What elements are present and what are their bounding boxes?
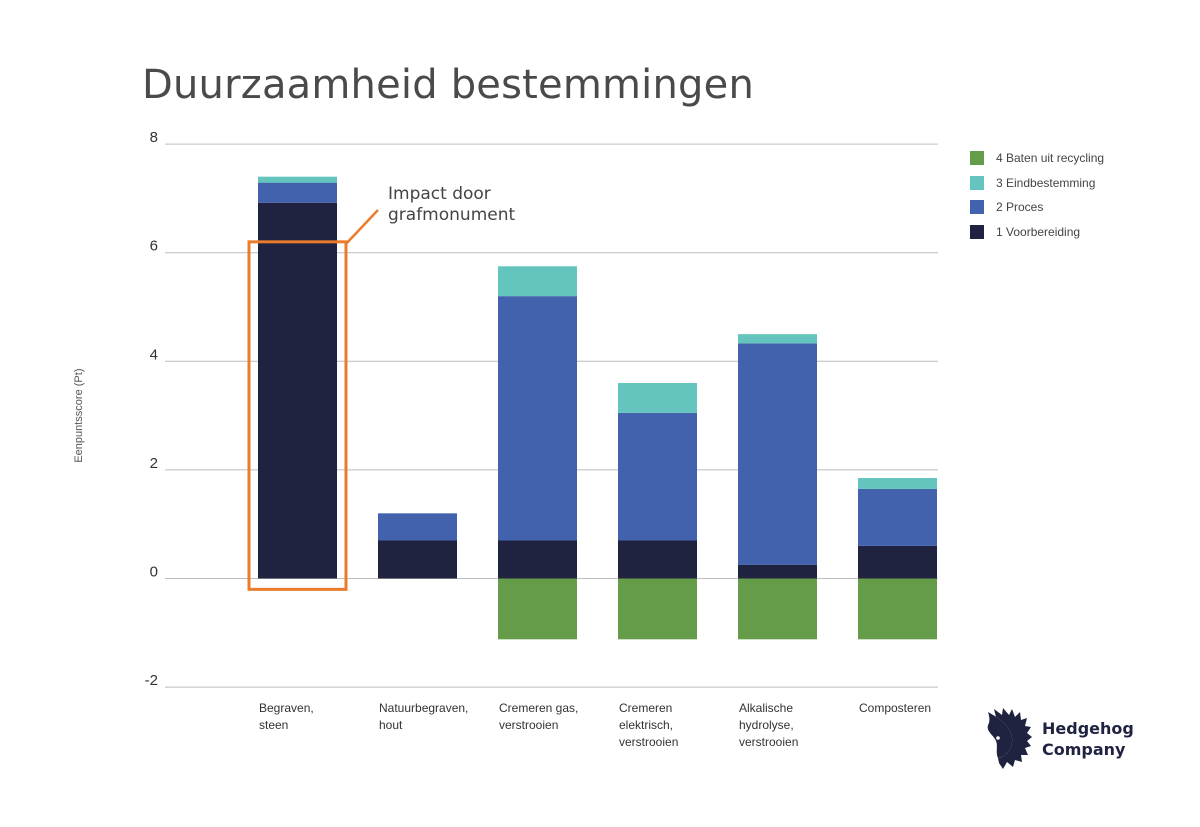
bar-segment: [738, 578, 817, 640]
x-tick-label-line: hout: [379, 718, 403, 732]
bar-segment: [498, 578, 577, 640]
annotation-text-line: grafmonument: [388, 205, 515, 225]
legend-swatch: [970, 151, 984, 166]
legend-item: 4 Baten uit recycling: [970, 146, 1104, 171]
bar-segment: [738, 334, 817, 344]
legend-item: 3 Eindbestemming: [970, 171, 1104, 196]
legend-item: 1 Voorbereiding: [970, 220, 1104, 245]
legend-swatch: [970, 224, 984, 239]
legend-item: 2 Proces: [970, 195, 1104, 220]
x-tick-label-line: Cremeren gas,: [499, 701, 578, 715]
legend-label: 1 Voorbereiding: [996, 224, 1081, 239]
legend-label: 4 Baten uit recycling: [996, 151, 1105, 166]
logo-line-2: Company: [1042, 740, 1126, 759]
x-tick-label: Composteren: [859, 701, 931, 715]
bar-segment: [618, 540, 697, 579]
y-tick-label: 8: [150, 129, 158, 146]
legend: 4 Baten uit recycling 3 Eindbestemming 2…: [970, 146, 1104, 244]
bar-segment: [618, 412, 697, 541]
x-tick-label-line: Alkalische: [739, 701, 793, 715]
logo-text: Hedgehog Company: [1042, 718, 1134, 760]
bar-segment: [498, 540, 577, 579]
bar-segment: [498, 266, 577, 297]
bar-segment: [858, 545, 937, 579]
bar-segment: [258, 182, 337, 203]
y-axis-label: Eenpuntsscore (Pt): [73, 369, 85, 463]
x-tick-label-line: Cremeren: [619, 701, 672, 715]
annotation-text: Impact door grafmonument: [388, 184, 515, 225]
y-tick-label: -2: [145, 672, 158, 689]
x-tick-label-line: verstrooien: [619, 735, 678, 749]
x-tick-label-line: verstrooien: [499, 718, 558, 732]
x-tick-label-line: Composteren: [859, 701, 931, 715]
legend-label: 3 Eindbestemming: [996, 175, 1096, 190]
x-tick-label-line: hydrolyse,: [739, 718, 794, 732]
legend-swatch: [970, 175, 984, 190]
y-tick-label: 6: [150, 238, 158, 255]
legend-swatch: [970, 200, 984, 215]
bar-segment: [378, 513, 457, 541]
logo-line-1: Hedgehog: [1042, 719, 1134, 738]
x-tick-label-line: Natuurbegraven,: [379, 701, 468, 715]
hedgehog-icon: [987, 708, 1032, 769]
bar-segment: [618, 383, 697, 413]
x-tick-label-line: verstrooien: [739, 735, 798, 749]
bar-segment: [258, 202, 337, 579]
x-tick-label-line: steen: [259, 718, 288, 732]
x-tick-label-line: elektrisch,: [619, 718, 673, 732]
x-tick-label: Cremeren gas, verstrooien: [499, 701, 578, 732]
highlight-box: [247, 240, 348, 591]
bar-segment: [258, 176, 337, 183]
annotation-text-line: Impact door: [388, 184, 491, 204]
company-logo: Hedgehog Company: [982, 708, 1134, 770]
bar-segment: [858, 488, 937, 546]
x-tick-label: Cremeren elektrisch, verstrooien: [619, 701, 678, 749]
y-tick-label: 2: [150, 455, 158, 472]
bar-segment: [738, 343, 817, 565]
x-tick-label-line: Begraven,: [259, 701, 314, 715]
bar-segment: [858, 578, 937, 640]
callout-line: [345, 209, 379, 245]
bar-segment: [858, 478, 937, 489]
bar-segment: [498, 296, 577, 541]
bar-segment: [618, 578, 697, 640]
legend-label: 2 Proces: [996, 200, 1044, 215]
bar-segment: [378, 540, 457, 579]
x-tick-label: Natuurbegraven, hout: [379, 701, 468, 732]
y-tick-label: 4: [150, 346, 158, 363]
y-tick-label: 0: [150, 564, 158, 581]
x-tick-label: Begraven, steen: [259, 701, 314, 732]
chart-title: Duurzaamheid bestemmingen: [142, 62, 754, 108]
x-tick-label: Alkalische hydrolyse, verstrooien: [739, 701, 798, 749]
bar-segment: [738, 564, 817, 579]
